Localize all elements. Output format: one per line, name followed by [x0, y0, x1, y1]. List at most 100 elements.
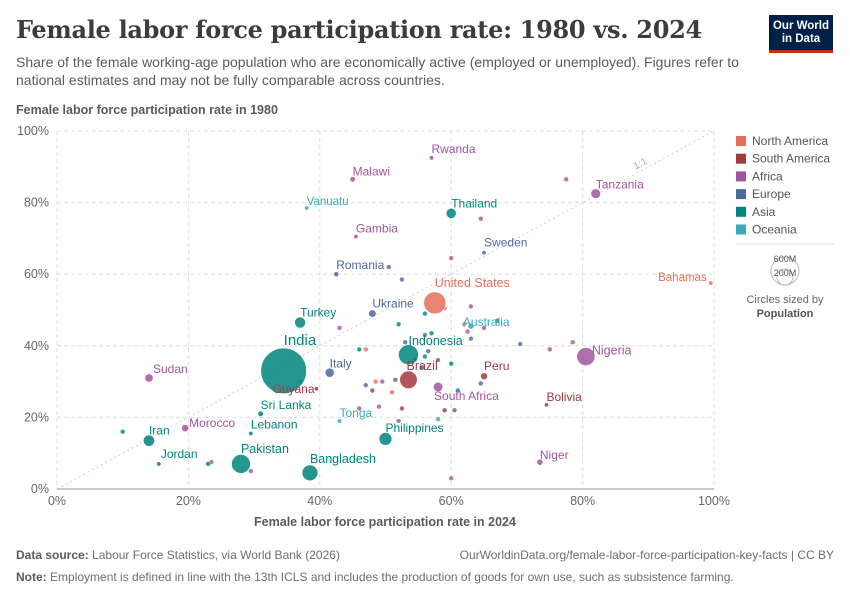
data-point: [547, 346, 553, 352]
data-point-sweden: [481, 250, 487, 256]
data-point: [248, 468, 254, 474]
data-point: [455, 387, 461, 394]
data-point-bahamas: [708, 280, 714, 286]
data-point-philippines: [378, 432, 393, 446]
data-point: [428, 330, 435, 336]
point-label-turkey: Turkey: [300, 306, 336, 320]
data-point-malawi: [349, 176, 356, 183]
legend-swatch: [736, 189, 746, 200]
size-legend-caption: Circles sized by: [746, 294, 824, 306]
data-point-brazil: [399, 370, 418, 389]
logo-line-1: Our World: [772, 20, 829, 32]
point-label-united-states: United States: [435, 276, 510, 290]
point-label-bangladesh: Bangladesh: [310, 452, 376, 466]
data-point: [205, 461, 211, 467]
data-point-india: [260, 347, 307, 395]
data-point-bolivia: [543, 402, 549, 408]
x-tick-label: 80%: [570, 494, 595, 508]
point-label-guyana: Guyana: [272, 382, 314, 396]
data-point: [448, 255, 454, 261]
data-point: [422, 332, 428, 338]
data-point: [376, 404, 382, 410]
data-point: [396, 321, 402, 327]
point-label-sudan: Sudan: [153, 362, 188, 376]
point-label-italy: Italy: [330, 357, 352, 371]
legend-swatch: [736, 136, 746, 146]
y-tick-label: 100%: [17, 124, 49, 138]
data-point-australia: [467, 322, 475, 330]
data-point: [451, 407, 458, 413]
y-axis-label: Female labor force participation rate in…: [16, 103, 278, 117]
data-point: [336, 325, 343, 331]
point-label-rwanda: Rwanda: [431, 142, 475, 156]
data-point: [356, 405, 362, 412]
data-point-lebanon: [248, 431, 254, 437]
data-point: [422, 353, 428, 360]
legend-label: South America: [752, 152, 830, 166]
data-point-peru: [480, 372, 488, 381]
data-point: [379, 379, 385, 385]
data-source-text[interactable]: Labour Force Statistics, via World Bank …: [92, 548, 340, 562]
data-point-tanzania: [590, 188, 601, 199]
chart-title: Female labor force participation rate: 1…: [16, 15, 702, 44]
point-label-india: India: [284, 332, 317, 349]
data-point-indonesia: [398, 344, 419, 366]
point-label-indonesia: Indonesia: [408, 334, 462, 348]
data-point-gambia: [353, 234, 359, 240]
chart-note: Note: Employment is defined in line with…: [16, 570, 734, 584]
data-point: [563, 176, 569, 182]
legend-label: Europe: [752, 187, 791, 201]
data-point-nigeria: [576, 347, 596, 366]
data-point: [435, 416, 441, 422]
data-point: [356, 346, 362, 352]
x-tick-label: 100%: [698, 494, 730, 508]
y-tick-label: 20%: [24, 410, 49, 424]
data-point-jordan: [156, 461, 162, 467]
data-point: [363, 382, 369, 388]
data-point: [399, 276, 405, 283]
point-label-morocco: Morocco: [189, 416, 235, 430]
data-point-morocco: [181, 424, 190, 433]
data-point: [442, 407, 448, 413]
point-label-brazil: Brazil: [406, 359, 437, 373]
chart-url[interactable]: OurWorldinData.org/female-labor-force-pa…: [459, 548, 834, 562]
data-point: [422, 310, 428, 317]
data-point: [120, 429, 126, 435]
data-point: [386, 264, 392, 270]
legend-label: Asia: [752, 205, 776, 219]
legend-swatch: [736, 224, 746, 235]
data-point: [468, 336, 474, 342]
data-point: [448, 361, 454, 367]
data-point-thailand: [445, 207, 457, 219]
data-point: [392, 377, 398, 383]
data-point-guyana: [314, 386, 320, 392]
y-tick-label: 40%: [24, 339, 49, 353]
identity-line-label: 1:1: [632, 156, 650, 173]
note-text: Employment is defined in line with the 1…: [50, 570, 734, 584]
point-label-australia: Australia: [463, 315, 510, 329]
legend-label: Oceania: [752, 223, 797, 237]
data-point: [481, 325, 487, 331]
data-point: [478, 380, 484, 386]
legend-swatch: [736, 153, 746, 164]
data-point: [517, 341, 523, 347]
data-point: [461, 321, 467, 327]
data-point-sudan: [144, 373, 154, 383]
owid-logo[interactable]: Our World in Data: [769, 15, 833, 53]
point-label-sweden: Sweden: [484, 236, 527, 250]
data-point: [419, 364, 425, 370]
data-point-tonga: [337, 418, 343, 424]
data-point: [363, 346, 369, 352]
data-point: [425, 348, 431, 354]
data-point-bangladesh: [301, 464, 319, 482]
data-point: [478, 216, 484, 222]
data-point: [402, 339, 408, 345]
size-legend-small-circle: [776, 268, 794, 286]
point-label-sri-lanka: Sri Lanka: [261, 398, 312, 412]
legend-swatch: [736, 206, 746, 217]
point-label-philippines: Philippines: [386, 421, 444, 435]
point-label-south-africa: South Africa: [434, 389, 499, 403]
note-label: Note:: [16, 570, 47, 584]
y-tick-label: 0%: [31, 482, 49, 496]
